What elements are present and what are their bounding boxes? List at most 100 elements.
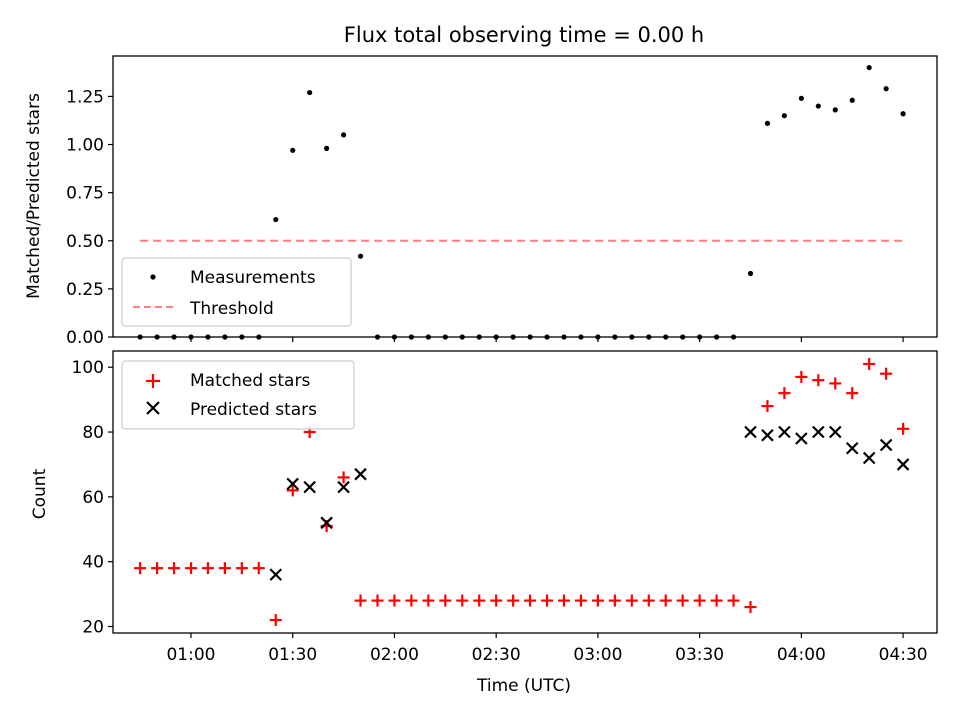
top-y-tick-label: 0.75 [66, 184, 104, 204]
measurement-point [290, 147, 296, 153]
matched-star-point [235, 562, 248, 575]
matched-star-point [507, 594, 520, 607]
measurement-point [883, 86, 889, 92]
matched-star-point [371, 594, 384, 607]
measurement-point [340, 132, 347, 138]
matched-star-point [354, 594, 367, 607]
predicted-star-point [744, 425, 757, 439]
top-plot-area [137, 64, 906, 340]
predicted-star-point [845, 441, 859, 455]
x-tick-label: 04:00 [777, 645, 826, 665]
x-tick-label: 04:30 [879, 645, 928, 665]
measurement-point [866, 64, 872, 71]
legend-measurements-marker [150, 274, 156, 280]
matched-star-point [337, 471, 350, 484]
top-legend-box [121, 257, 352, 327]
chart-title: Flux total observing time = 0.00 h [344, 23, 704, 47]
predicted-star-point [896, 458, 910, 471]
matched-star-point [269, 614, 282, 627]
matched-star-point [608, 594, 621, 607]
predicted-star-point [879, 438, 893, 452]
predicted-star-point [320, 516, 333, 530]
matched-star-point [184, 562, 197, 575]
matched-star-point [778, 387, 791, 400]
predicted-star-point [269, 568, 283, 581]
bottom-y-ticks: 20 40 60 80 100 [72, 358, 113, 638]
top-axes-frame [112, 55, 938, 338]
measurement-point [764, 120, 771, 126]
bottom-legend-box [121, 360, 355, 430]
x-tick-label: 03:00 [573, 645, 622, 665]
matched-star-point [490, 594, 503, 607]
matched-star-point [676, 594, 689, 607]
legend-matched-label: Matched stars [190, 371, 310, 391]
predicted-star-point [812, 425, 825, 439]
measurement-point [781, 113, 788, 119]
predicted-star-point [795, 432, 808, 445]
predicted-star-point [286, 477, 299, 491]
bottom-x-ticks: 01:00 01:30 02:00 02:30 03:00 03:30 04:00 04:30 [166, 633, 928, 665]
measurement-point [273, 216, 279, 223]
measurement-point [832, 107, 838, 113]
x-tick-label: 01:30 [268, 645, 317, 665]
legend-measurements-label: Measurements [190, 268, 316, 288]
matched-star-point [761, 400, 774, 413]
bottom-plot-area [134, 357, 910, 627]
predicted-star-point [354, 467, 367, 481]
bottom-y-tick-label: 20 [82, 618, 104, 638]
matched-star-point [524, 594, 537, 607]
bottom-y-tick-label: 60 [82, 488, 104, 508]
x-axis-label: Time (UTC) [476, 676, 571, 696]
legend-predicted-marker [146, 401, 160, 415]
matched-star-point [693, 594, 706, 607]
top-y-tick-label: 1.25 [66, 87, 104, 107]
matched-star-point [201, 562, 214, 575]
legend-predicted-label: Predicted stars [190, 400, 317, 420]
matched-star-point [642, 594, 655, 607]
matched-star-point [168, 562, 181, 575]
matched-star-point [846, 387, 859, 400]
matched-star-point [541, 594, 554, 607]
matched-star-point [829, 377, 842, 390]
matched-star-point [625, 594, 638, 607]
top-y-tick-label: 0.50 [66, 232, 104, 252]
predicted-star-point [303, 480, 316, 494]
predicted-star-point [761, 428, 774, 442]
predicted-star-point [337, 480, 350, 494]
matched-star-point [880, 367, 893, 380]
measurement-point [900, 111, 906, 117]
top-y-tick-label: 0.00 [66, 328, 104, 348]
bottom-y-tick-label: 100 [72, 358, 104, 378]
top-legend: Measurements Threshold [121, 257, 352, 327]
matched-star-point [591, 594, 604, 607]
top-y-tick-label: 0.25 [66, 280, 104, 300]
matched-star-point [897, 422, 910, 435]
matched-star-point [422, 594, 435, 607]
bottom-y-tick-label: 80 [82, 423, 104, 443]
x-tick-label: 02:00 [370, 645, 419, 665]
bottom-axes-frame [112, 350, 938, 634]
bottom-y-axis-label: Count [30, 468, 50, 519]
matched-star-point [405, 594, 418, 607]
matched-star-point [388, 594, 401, 607]
top-y-tick-label: 1.00 [66, 136, 104, 156]
matched-star-point [456, 594, 469, 607]
predicted-star-point [862, 451, 876, 465]
matched-star-point [812, 374, 825, 387]
x-tick-label: 03:30 [675, 645, 724, 665]
matched-star-point [574, 594, 587, 607]
measurement-point [307, 89, 313, 96]
matched-star-point [727, 594, 740, 607]
matched-star-point [439, 594, 452, 607]
measurement-point [357, 253, 364, 259]
measurement-point [324, 145, 330, 151]
top-panel: Flux total observing time = 0.00 h Match… [24, 23, 938, 348]
measurement-point [798, 95, 804, 101]
matched-star-point [134, 562, 147, 575]
matched-star-point [863, 357, 876, 370]
top-y-axis-label: Matched/Predicted stars [24, 93, 44, 299]
measurement-point [849, 97, 855, 103]
